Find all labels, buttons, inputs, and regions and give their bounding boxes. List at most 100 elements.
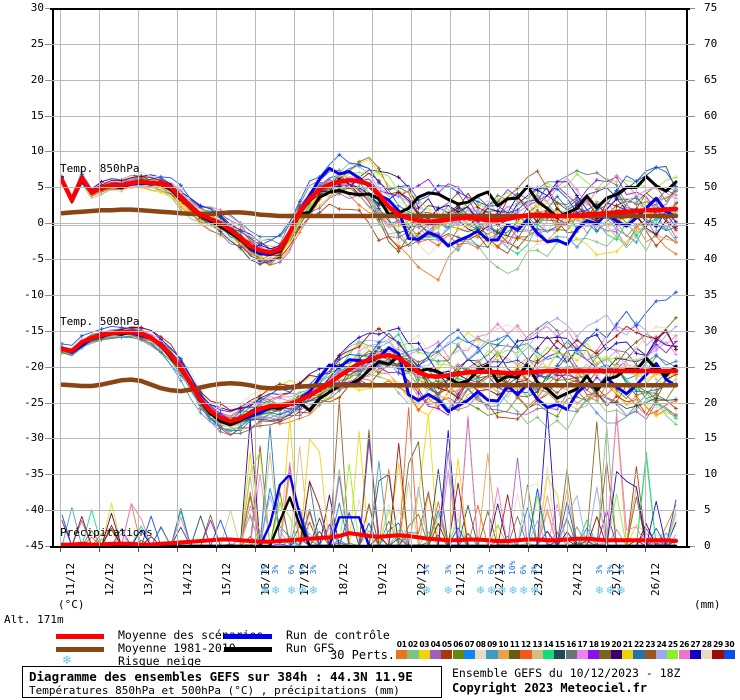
series-point-marker	[654, 232, 659, 237]
snowflake-icon: ❄	[62, 653, 73, 667]
series-point-marker	[396, 370, 401, 375]
left-axis-tick-label: 5	[37, 180, 44, 193]
series-point-marker	[594, 394, 599, 399]
ensemble-member-precip	[61, 445, 677, 546]
gridline-vertical	[177, 8, 178, 546]
series-point-marker	[674, 416, 678, 421]
series-point-marker	[634, 373, 639, 378]
perturbation-color-key: 01 02 03 04 05 06 07 08 09 10 11 12 13 14 15 16 17 18 19 20…	[396, 640, 740, 662]
legend-label-mean-climate: Moyenne 1981-2010	[118, 641, 236, 655]
gridline-vertical	[255, 8, 256, 546]
series-point-marker	[674, 235, 678, 240]
series-point-marker	[575, 245, 579, 250]
series-point-marker	[456, 408, 461, 413]
series-point-marker	[436, 353, 441, 357]
gridline-vertical	[333, 8, 334, 546]
snow-risk-percent: 3%	[308, 564, 318, 575]
series-point-marker	[436, 406, 441, 411]
series-point-marker	[594, 332, 599, 337]
series-point-marker	[654, 354, 659, 359]
series-point-marker	[416, 333, 421, 338]
series-point-marker	[376, 187, 381, 192]
series-point-marker	[475, 398, 480, 403]
series-point-marker	[495, 209, 500, 214]
snowflake-icon: ❄	[475, 584, 486, 597]
series-point-marker	[297, 191, 302, 196]
series-point-marker	[218, 215, 223, 220]
axis-tick-left	[45, 474, 52, 475]
axis-tick-left	[45, 223, 52, 224]
series-point-marker	[218, 405, 223, 410]
series-point-marker	[594, 252, 599, 257]
chart-canvas	[59, 152, 679, 546]
snowflake-icon: ❄	[508, 584, 518, 597]
series-point-marker	[674, 175, 678, 180]
series-point-marker	[495, 337, 500, 342]
perturbation-key-item: 01	[396, 640, 408, 659]
perturbation-key-item: 02	[407, 640, 419, 659]
series-point-marker	[535, 193, 540, 198]
axis-tick-right	[688, 546, 695, 547]
snowflake-icon: ❄	[605, 584, 615, 597]
ensemble-member-850	[61, 154, 677, 246]
perturbation-key-item: 14	[542, 640, 555, 659]
series-point-marker	[634, 200, 639, 205]
series-point-marker	[575, 378, 579, 383]
gridline-vertical	[411, 8, 412, 546]
series-point-marker	[614, 355, 619, 360]
series-point-marker	[436, 343, 441, 348]
series-point-marker	[475, 375, 480, 379]
perturbation-color-swatch	[486, 650, 498, 659]
series-point-marker	[575, 338, 579, 342]
left-axis-tick-label: -40	[24, 503, 44, 516]
series-point-marker	[495, 326, 500, 331]
series-point-marker	[555, 201, 560, 206]
perturbation-color-swatch	[452, 650, 464, 659]
series-point-marker	[357, 162, 362, 167]
perturbation-number: 25	[667, 640, 678, 649]
series-point-marker	[436, 392, 441, 397]
perturbation-color-swatch	[588, 650, 600, 659]
series-point-marker	[475, 334, 480, 339]
ensemble-member-precip	[61, 507, 677, 546]
ensemble-member-500	[61, 317, 677, 419]
gridline-horizontal	[52, 403, 688, 404]
axis-tick-right	[688, 438, 695, 439]
series-point-marker	[396, 347, 401, 352]
series-point-marker	[218, 229, 223, 234]
right-axis-tick-label: 20	[704, 396, 718, 409]
snow-risk-percent: 6%	[486, 564, 496, 575]
series-point-marker	[475, 246, 480, 251]
perturbation-color-swatch	[655, 650, 668, 659]
series-point-marker	[436, 231, 441, 235]
series-point-marker	[634, 409, 639, 414]
series-point-marker	[495, 392, 500, 397]
series-point-marker	[495, 197, 500, 202]
snowflake-icon: ❄	[486, 584, 496, 597]
perturbation-number: 08	[475, 640, 486, 649]
series-point-marker	[555, 234, 560, 239]
series-point-marker	[614, 196, 619, 201]
series-point-marker	[475, 209, 480, 214]
perturbation-key-item: 21	[622, 640, 634, 659]
series-point-marker	[139, 325, 144, 330]
series-point-marker	[376, 374, 381, 379]
chart-title: Diagramme des ensembles GEFS sur 384h : …	[29, 669, 413, 684]
legend-swatch-gfs-run	[224, 647, 272, 652]
gridline-vertical	[216, 8, 217, 546]
series-point-marker	[277, 253, 282, 258]
series-point-marker	[515, 267, 520, 272]
axis-tick-right	[688, 223, 695, 224]
perturbation-key-item: 23	[644, 640, 656, 659]
axis-tick-right	[688, 8, 695, 9]
ensemble-member-precip	[61, 442, 677, 546]
gridline-horizontal	[52, 187, 688, 188]
series-point-marker	[297, 203, 302, 208]
snowflake-icon: ❄	[308, 584, 318, 597]
right-axis-unit: (mm)	[694, 598, 721, 611]
axis-tick-right	[688, 331, 695, 332]
series-point-marker	[535, 241, 540, 246]
ensemble-member-850	[61, 172, 677, 256]
series-point-marker	[396, 190, 401, 195]
snow-risk-percent: 3%	[616, 564, 626, 575]
